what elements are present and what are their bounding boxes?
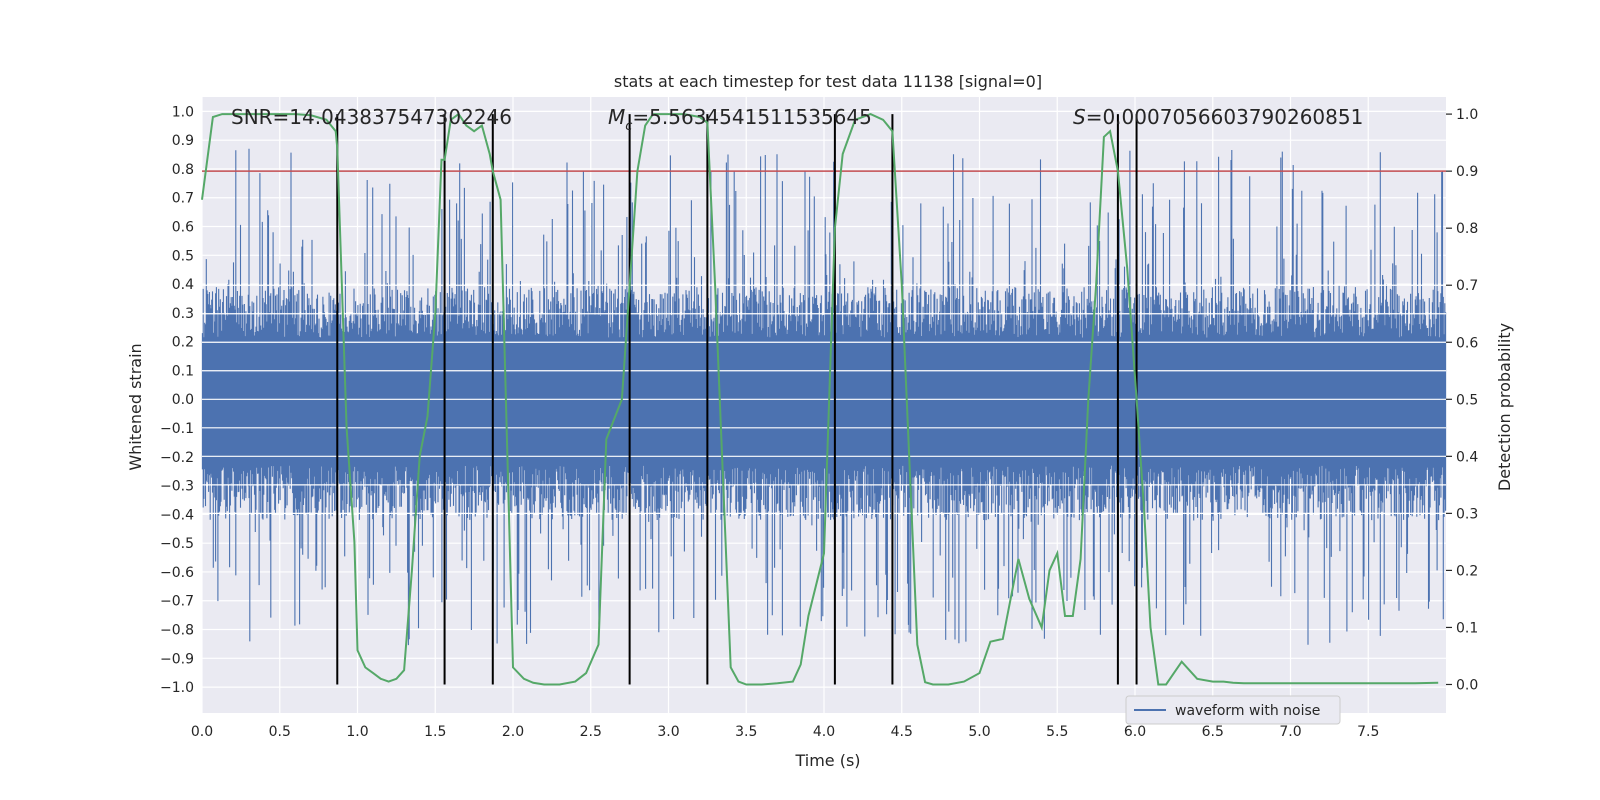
left-y-tick-label: −0.3 [160,479,194,495]
left-y-tick-label: −0.7 [160,594,194,610]
right-y-tick-label: 0.3 [1456,506,1478,522]
right-y-axis-ticks: 1.0 0.9 0.8 0.7 0.6 0.5 0.4 0.3 0.2 0.1 0.0 [1446,107,1478,693]
x-tick-label: 6.5 [1202,724,1224,740]
legend: waveform with noise [1125,695,1341,725]
left-y-tick-label: −0.5 [160,536,194,552]
chirp-mass-annotation: Mc=5.5634541511535645 [608,105,872,134]
left-y-tick-label: 0.2 [172,335,194,351]
vertical-marker-lines [336,114,1138,685]
left-y-tick-label: −0.6 [160,565,194,581]
waveform-core-band [202,343,1446,460]
x-tick-label: 3.5 [735,724,757,740]
right-y-tick-label: 0.9 [1456,164,1478,180]
x-tick-label: 1.0 [346,724,368,740]
x-tick-label: 4.5 [891,724,913,740]
x-tick-label: 0.5 [269,724,291,740]
snr-annotation: SNR=14.043837547302246 [231,105,512,129]
right-y-tick-label: 0.4 [1456,449,1478,465]
left-y-tick-label: −0.8 [160,623,194,639]
left-y-tick-label: 0.3 [172,306,194,322]
left-y-tick-label: −0.1 [160,421,194,437]
s-symbol: S [1073,105,1086,129]
left-y-tick-label: 0.5 [172,248,194,264]
left-y-tick-label: 0.4 [172,277,194,293]
chirp-mass-subscript: c [625,119,632,134]
left-y-tick-label: 0.0 [172,392,194,408]
x-tick-label: 5.5 [1046,724,1068,740]
x-tick-label: 4.0 [813,724,835,740]
left-y-tick-label: 0.9 [172,133,194,149]
chirp-mass-value: =5.5634541511535645 [632,105,871,129]
left-y-tick-label: 0.8 [172,162,194,178]
left-y-tick-label: −1.0 [160,680,194,696]
right-y-tick-label: 0.1 [1456,620,1478,636]
x-tick-label: 6.0 [1124,724,1146,740]
chirp-mass-symbol: M [608,105,625,129]
s-annotation: S=0.0007056603790260851 [1073,105,1363,129]
left-y-tick-label: 0.1 [172,363,194,379]
right-y-axis-label: Detection probability [1495,323,1514,491]
x-axis-label: Time (s) [794,751,860,770]
right-y-tick-label: 0.0 [1456,677,1478,693]
right-y-tick-label: 0.5 [1456,392,1478,408]
right-y-tick-label: 1.0 [1456,107,1478,123]
x-tick-label: 2.0 [502,724,524,740]
left-y-tick-label: 0.6 [172,220,194,236]
right-y-tick-label: 0.6 [1456,335,1478,351]
x-tick-label: 7.0 [1279,724,1301,740]
x-tick-label: 7.5 [1357,724,1379,740]
probability-series-line [201,112,1439,686]
chart-title: stats at each timestep for test data 111… [614,72,1042,91]
left-y-tick-label: 1.0 [172,104,194,120]
left-y-tick-label: −0.4 [160,507,194,523]
right-y-tick-label: 0.7 [1456,278,1478,294]
s-value: =0.0007056603790260851 [1086,105,1364,129]
left-y-tick-label: −0.9 [160,651,194,667]
x-tick-label: 2.5 [580,724,602,740]
x-axis-ticks: 0.0 0.5 1.0 1.5 2.0 2.5 3.0 3.5 4.0 4.5 5.0 5.5 6.0 6… [191,724,1380,740]
x-tick-label: 5.0 [968,724,990,740]
legend-label: waveform with noise [1175,703,1320,719]
right-y-tick-label: 0.8 [1456,221,1478,237]
x-tick-label: 0.0 [191,724,213,740]
legend-box [1125,695,1341,725]
waveform-series [201,148,1447,646]
x-tick-label: 1.5 [424,724,446,740]
left-y-axis-label: Whitened strain [126,343,145,470]
left-y-axis-ticks: 1.0 0.9 0.8 0.7 0.6 0.5 0.4 0.3 0.2 0.1 0.0 −0.1 −0.… [160,104,194,696]
x-tick-label: 3.0 [657,724,679,740]
left-y-tick-label: −0.2 [160,450,194,466]
right-y-tick-label: 0.2 [1456,563,1478,579]
left-y-tick-label: 0.7 [172,191,194,207]
